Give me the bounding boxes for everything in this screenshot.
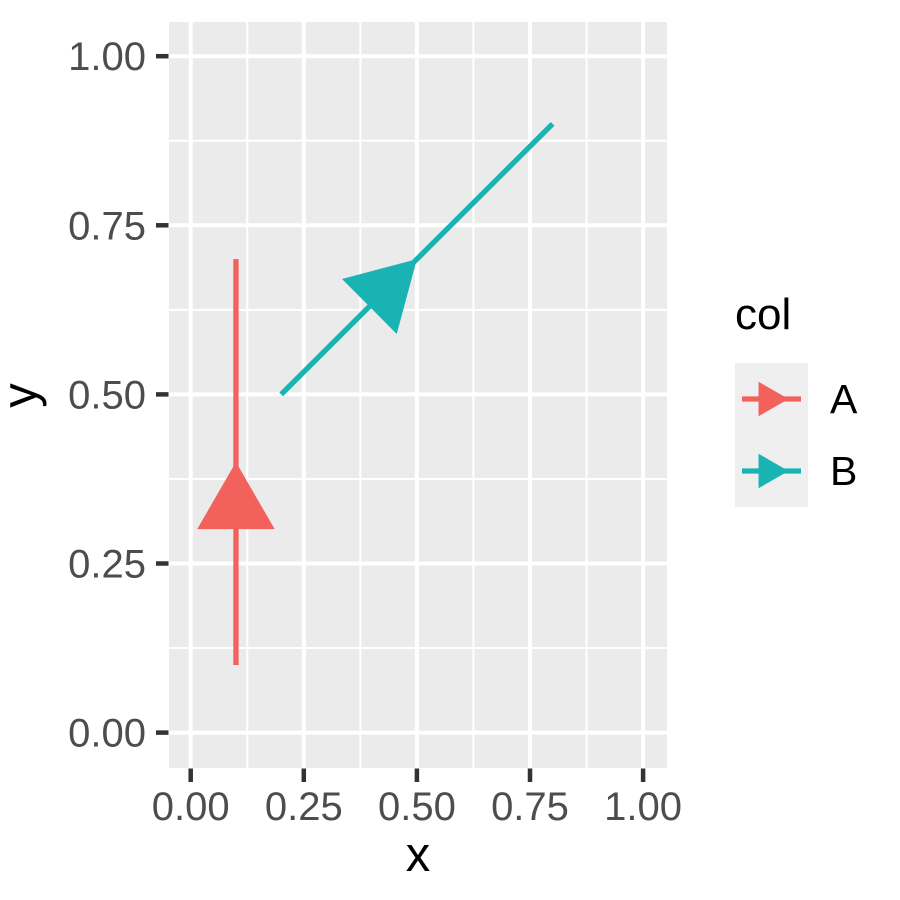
x-axis-title: x <box>405 828 431 882</box>
key-arrowhead <box>758 381 789 417</box>
series-B <box>279 121 555 397</box>
y-tick-label: 0.75 <box>68 204 146 248</box>
legend-entry: B <box>735 435 857 507</box>
legend-key <box>735 363 808 435</box>
arrowhead-B <box>342 259 417 334</box>
x-tick-label: 0.25 <box>265 785 343 829</box>
legend-label: A <box>830 375 858 422</box>
legend-entry: A <box>735 363 857 435</box>
arrow-key-icon <box>742 453 801 489</box>
y-axis-title: y <box>0 23 48 769</box>
legend-label: B <box>830 447 858 494</box>
arrow-key-icon <box>742 381 801 417</box>
y-tick-label: 1.00 <box>68 35 146 79</box>
y-tick-label: 0.00 <box>68 712 146 756</box>
legend-key <box>735 435 808 507</box>
legend-title: col <box>735 290 792 339</box>
arrowhead-A <box>197 462 275 530</box>
x-tick-label: 0.75 <box>491 785 569 829</box>
x-tick-label: 0.50 <box>378 785 456 829</box>
key-arrowhead <box>758 453 789 489</box>
y-tick-label: 0.25 <box>68 543 146 587</box>
y-tick-label: 0.50 <box>68 373 146 417</box>
x-tick-label: 0.00 <box>152 785 230 829</box>
series-A <box>197 259 275 665</box>
x-tick-label: 1.00 <box>604 785 682 829</box>
